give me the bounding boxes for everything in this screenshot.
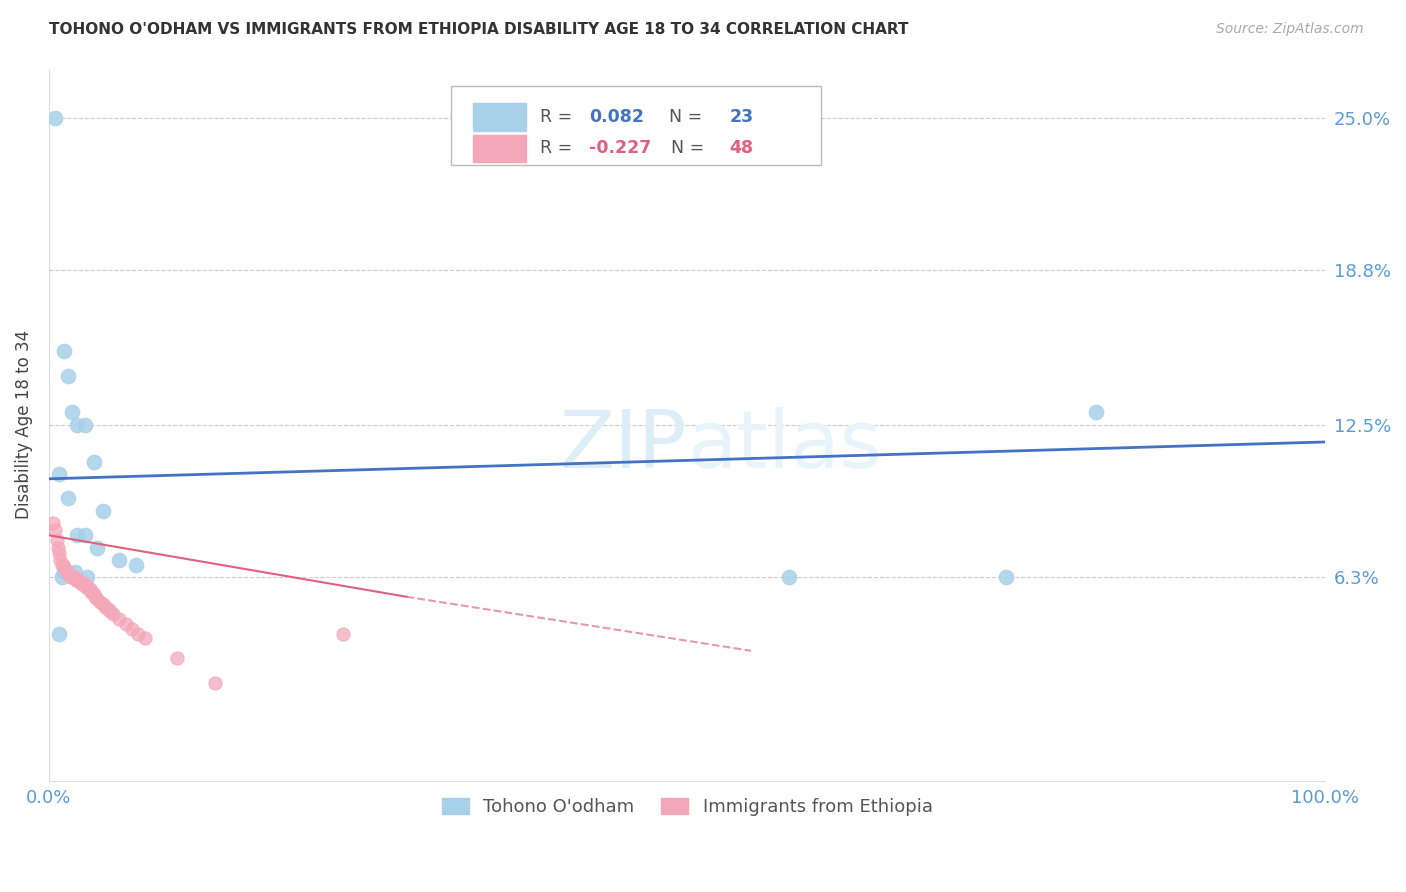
Point bbox=[48, 467, 70, 481]
Point bbox=[48, 626, 70, 640]
Point bbox=[101, 607, 124, 621]
Point bbox=[44, 111, 66, 125]
Point bbox=[66, 417, 89, 432]
Point bbox=[1084, 405, 1107, 419]
Point bbox=[55, 563, 77, 577]
Text: atlas: atlas bbox=[688, 407, 882, 485]
Point bbox=[75, 580, 97, 594]
Point bbox=[53, 560, 76, 574]
Point bbox=[73, 528, 96, 542]
Text: 23: 23 bbox=[730, 108, 754, 126]
Point bbox=[66, 528, 89, 542]
Point bbox=[134, 632, 156, 646]
Point bbox=[66, 573, 89, 587]
Text: R =: R = bbox=[540, 108, 578, 126]
Point bbox=[53, 344, 76, 359]
Point bbox=[51, 570, 73, 584]
Point bbox=[108, 553, 131, 567]
Point bbox=[121, 622, 143, 636]
Point bbox=[86, 541, 108, 555]
Y-axis label: Disability Age 18 to 34: Disability Age 18 to 34 bbox=[15, 330, 32, 519]
Point bbox=[59, 570, 82, 584]
Point bbox=[58, 567, 80, 582]
Point bbox=[82, 584, 104, 599]
Text: -0.227: -0.227 bbox=[589, 139, 651, 157]
Point bbox=[69, 574, 91, 589]
Point bbox=[127, 626, 149, 640]
Point bbox=[51, 558, 73, 572]
Point bbox=[56, 565, 79, 579]
Point bbox=[72, 577, 94, 591]
Point bbox=[73, 577, 96, 591]
Point bbox=[44, 524, 66, 538]
Text: N =: N = bbox=[658, 108, 707, 126]
Text: Source: ZipAtlas.com: Source: ZipAtlas.com bbox=[1216, 22, 1364, 37]
Point bbox=[76, 580, 98, 594]
Point bbox=[73, 417, 96, 432]
Text: TOHONO O'ODHAM VS IMMIGRANTS FROM ETHIOPIA DISABILITY AGE 18 TO 34 CORRELATION C: TOHONO O'ODHAM VS IMMIGRANTS FROM ETHIOP… bbox=[49, 22, 908, 37]
Point bbox=[77, 582, 100, 597]
Point bbox=[108, 612, 131, 626]
Point bbox=[79, 582, 101, 597]
Point bbox=[204, 675, 226, 690]
Point bbox=[42, 516, 65, 530]
Point bbox=[89, 594, 111, 608]
FancyBboxPatch shape bbox=[472, 103, 526, 130]
Point bbox=[91, 504, 114, 518]
Point bbox=[65, 573, 87, 587]
Legend: Tohono O'odham, Immigrants from Ethiopia: Tohono O'odham, Immigrants from Ethiopia bbox=[433, 789, 942, 825]
Point bbox=[97, 602, 120, 616]
Point bbox=[125, 558, 148, 572]
Point bbox=[53, 565, 76, 579]
Point bbox=[83, 587, 105, 601]
Point bbox=[86, 592, 108, 607]
Point bbox=[49, 553, 72, 567]
Point bbox=[778, 570, 800, 584]
Point bbox=[46, 541, 69, 555]
Point bbox=[98, 605, 121, 619]
Point bbox=[60, 405, 83, 419]
Point bbox=[62, 570, 84, 584]
Point bbox=[94, 599, 117, 614]
FancyBboxPatch shape bbox=[472, 135, 526, 161]
Point bbox=[80, 584, 103, 599]
Point bbox=[60, 570, 83, 584]
Point bbox=[52, 558, 75, 572]
Text: R =: R = bbox=[540, 139, 578, 157]
Point bbox=[56, 565, 79, 579]
Text: 0.082: 0.082 bbox=[589, 108, 644, 126]
Point bbox=[63, 570, 86, 584]
FancyBboxPatch shape bbox=[451, 87, 821, 165]
Text: ZIP: ZIP bbox=[560, 407, 688, 485]
Point bbox=[332, 626, 354, 640]
Point bbox=[45, 533, 67, 548]
Point bbox=[48, 545, 70, 559]
Point bbox=[70, 574, 93, 589]
Point bbox=[70, 577, 93, 591]
Point bbox=[114, 616, 136, 631]
Point bbox=[56, 368, 79, 383]
Point bbox=[76, 570, 98, 584]
Text: 48: 48 bbox=[730, 139, 754, 157]
Point bbox=[91, 597, 114, 611]
Point bbox=[56, 491, 79, 506]
Point bbox=[995, 570, 1018, 584]
Point bbox=[63, 565, 86, 579]
Point bbox=[67, 573, 90, 587]
Point bbox=[166, 651, 188, 665]
Point bbox=[84, 590, 107, 604]
Point bbox=[83, 454, 105, 468]
Text: N =: N = bbox=[671, 139, 710, 157]
